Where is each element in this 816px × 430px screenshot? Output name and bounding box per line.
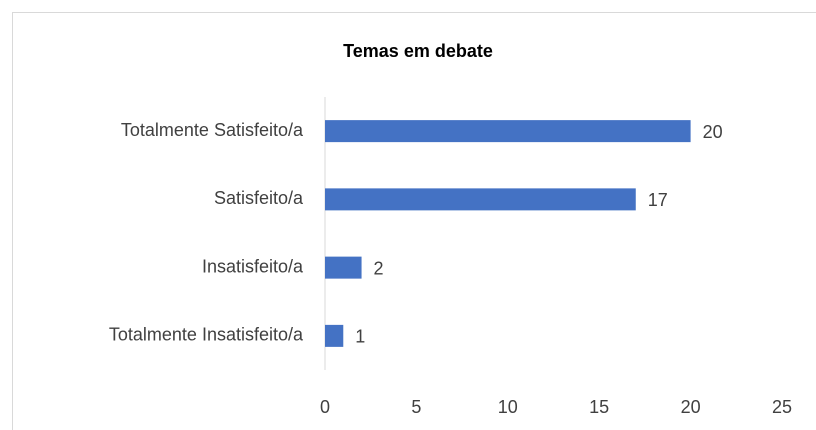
bar [325,324,344,347]
y-tick-label: Insatisfeito/a [202,256,304,276]
data-label: 1 [355,327,365,347]
chart-frame [12,12,816,430]
y-tick-label: Satisfeito/a [214,188,304,208]
x-tick-label: 20 [681,397,701,417]
chart-title: Temas em debate [343,41,493,61]
bar [325,256,362,279]
y-tick-label: Totalmente Insatisfeito/a [109,325,304,345]
bar [325,188,636,211]
data-label: 20 [703,122,723,142]
x-tick-label: 10 [498,397,518,417]
x-tick-label: 15 [589,397,609,417]
data-label: 17 [648,190,668,210]
x-tick-label: 25 [772,397,792,417]
x-tick-label: 0 [320,397,330,417]
y-tick-label: Totalmente Satisfeito/a [121,120,304,140]
x-tick-label: 5 [411,397,421,417]
data-label: 2 [374,258,384,278]
bar [325,120,691,143]
